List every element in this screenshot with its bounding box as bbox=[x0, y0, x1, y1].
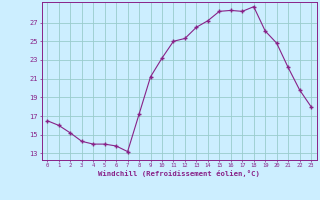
X-axis label: Windchill (Refroidissement éolien,°C): Windchill (Refroidissement éolien,°C) bbox=[98, 170, 260, 177]
